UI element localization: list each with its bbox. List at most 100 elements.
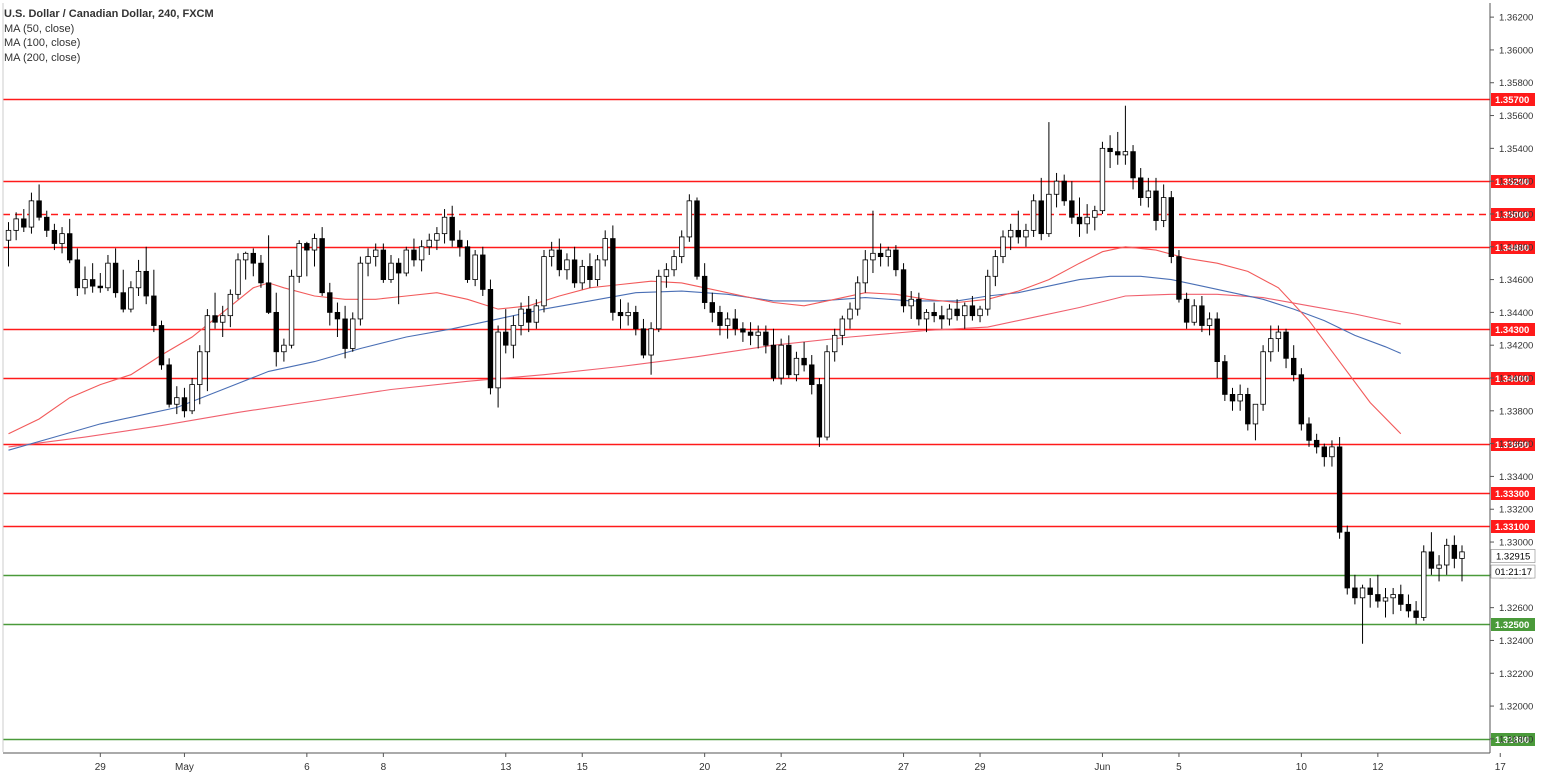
- candle-body-up: [1053, 180, 1060, 195]
- candle-body-down: [1306, 423, 1312, 441]
- candle-body-up: [197, 351, 203, 385]
- candle-body-up: [357, 262, 364, 320]
- price-tick-label: 1.31800: [1499, 734, 1533, 745]
- candle: [1321, 443, 1327, 467]
- candle: [219, 305, 226, 337]
- candle: [908, 291, 914, 319]
- resistance-price-tag: [1491, 520, 1535, 533]
- resistance-price-tag: [1491, 175, 1535, 188]
- candle: [1306, 417, 1312, 447]
- price-tick-label: 1.33400: [1499, 472, 1533, 483]
- candle-body-down: [342, 318, 348, 349]
- time-tick-label: 20: [699, 762, 711, 773]
- candle: [1390, 587, 1396, 615]
- candle: [1107, 135, 1113, 169]
- candle-body-up: [847, 308, 853, 320]
- candle-body-down: [1183, 298, 1190, 323]
- candle: [747, 322, 754, 346]
- resistance-price-tag: [1491, 323, 1535, 336]
- candle: [885, 246, 891, 267]
- candle-body-down: [411, 249, 417, 261]
- resistance-price-label: 1.34300: [1495, 325, 1529, 336]
- candle-body-down: [1298, 374, 1305, 425]
- candle: [602, 230, 608, 267]
- candle-body-down: [74, 259, 81, 289]
- candle: [212, 292, 218, 329]
- candle: [281, 338, 287, 362]
- candle: [877, 243, 884, 267]
- candle-body-down: [740, 328, 746, 333]
- candle: [1176, 250, 1182, 303]
- candle: [265, 235, 272, 315]
- candle: [1138, 168, 1144, 206]
- candle-body-down: [732, 318, 738, 330]
- candle-body-down: [1015, 229, 1021, 238]
- candle-body-up: [441, 216, 448, 235]
- candle-body-up: [1329, 446, 1335, 458]
- candle-body-down: [112, 262, 119, 294]
- candle: [128, 281, 134, 313]
- candle: [380, 243, 387, 283]
- legend-ma50: MA (50, close): [4, 22, 75, 35]
- resistance-price-label: 1.35000: [1495, 210, 1529, 221]
- candle-body-up: [602, 238, 608, 261]
- candle: [503, 309, 509, 354]
- candle: [457, 230, 463, 257]
- candle-body-up: [1160, 197, 1167, 221]
- price-tick-label: 1.35000: [1499, 209, 1533, 220]
- countdown-label: 01:21:17: [1495, 567, 1532, 578]
- candle: [1298, 368, 1305, 431]
- candle-body-up: [1206, 318, 1213, 326]
- candle-body-up: [372, 249, 379, 258]
- price-tick-label: 1.33200: [1499, 505, 1533, 516]
- candle-body-down: [250, 252, 256, 264]
- time-tick-label: 29: [974, 762, 986, 773]
- candle-body-up: [1275, 331, 1282, 340]
- candle: [786, 335, 792, 378]
- candle-body-up: [281, 344, 287, 353]
- candle: [1359, 584, 1366, 644]
- candle-body-up: [648, 328, 654, 356]
- candle-body-up: [350, 318, 356, 349]
- candle: [1436, 555, 1442, 582]
- candle-body-up: [686, 200, 693, 238]
- candle-body-down: [770, 344, 777, 379]
- candle: [1313, 433, 1320, 454]
- candle-body-up: [533, 305, 540, 323]
- candle-body-up: [548, 249, 555, 258]
- candle-body-down: [1398, 594, 1404, 605]
- candle: [916, 292, 922, 326]
- candle-body-up: [962, 305, 968, 317]
- candle: [1382, 587, 1389, 618]
- time-tick-label: 22: [776, 762, 788, 773]
- candle: [1038, 177, 1044, 241]
- candle: [1122, 105, 1129, 165]
- candle: [112, 248, 119, 298]
- candle: [487, 279, 494, 395]
- candle-body-up: [242, 252, 249, 261]
- candle: [197, 345, 203, 405]
- legend-symbol: U.S. Dollar / Canadian Dollar, 240, FXCM: [4, 8, 214, 20]
- price-tick-label: 1.36200: [1499, 13, 1533, 24]
- candle-body-down: [457, 239, 463, 248]
- candle: [403, 246, 409, 277]
- candle-body-up: [679, 236, 685, 258]
- candle: [931, 302, 937, 323]
- candle: [258, 254, 264, 288]
- candle: [1084, 204, 1090, 234]
- candle: [1023, 223, 1029, 247]
- candle-body-down: [617, 311, 624, 317]
- candle: [854, 276, 861, 316]
- candle: [1214, 312, 1220, 378]
- candle: [1007, 223, 1014, 251]
- ma200-line: [8, 293, 1401, 448]
- candle: [923, 309, 930, 333]
- candle-body-down: [158, 325, 165, 366]
- candle: [365, 248, 371, 277]
- candle: [1092, 205, 1098, 231]
- candle-body-up: [388, 262, 394, 280]
- candle: [1069, 181, 1075, 224]
- candle-body-down: [319, 238, 325, 294]
- candle-body-up: [724, 318, 731, 326]
